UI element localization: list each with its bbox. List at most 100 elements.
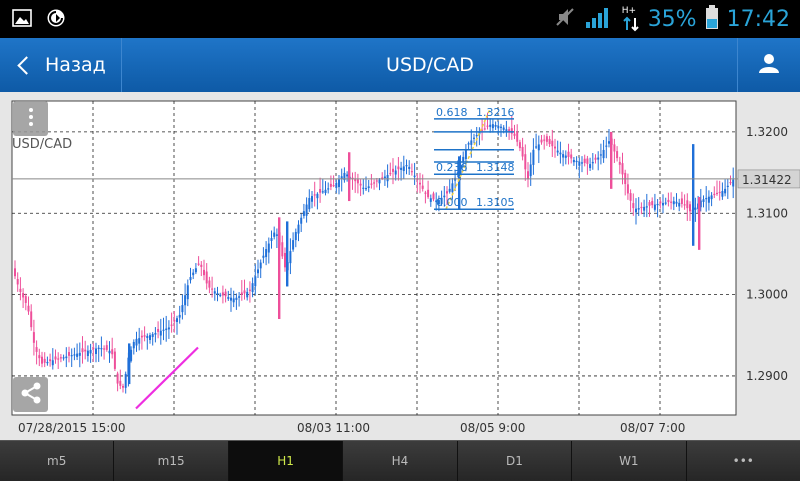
candle xyxy=(473,137,475,139)
candle xyxy=(76,353,79,357)
candle xyxy=(165,328,168,331)
chart-area[interactable]: 1.3200 1.3100 1.3000 1.2900 07/28/2015 15:00… xyxy=(0,92,800,440)
share-button[interactable] xyxy=(13,377,48,412)
candle xyxy=(591,161,594,164)
tab-more[interactable]: ••• xyxy=(686,441,800,481)
candle xyxy=(486,125,489,127)
candle xyxy=(19,288,22,292)
candle xyxy=(321,191,324,193)
x-tick-label: 07/28/2015 15:00 xyxy=(18,421,126,435)
candle xyxy=(440,197,443,204)
y-tick-label: 1.3100 xyxy=(746,206,788,220)
candle xyxy=(548,138,551,145)
candle xyxy=(491,124,494,129)
candle xyxy=(626,184,629,194)
candle xyxy=(508,129,511,132)
candle xyxy=(651,201,654,206)
candle xyxy=(459,164,462,176)
candle-spike xyxy=(698,196,701,250)
candle xyxy=(367,186,370,189)
candle xyxy=(713,193,716,196)
tab-m5[interactable]: m5 xyxy=(0,441,115,481)
candle xyxy=(429,198,432,202)
tab-w1[interactable]: W1 xyxy=(572,441,687,481)
candle xyxy=(140,335,143,338)
current-price-label: 1.31422 xyxy=(742,173,792,187)
candle xyxy=(597,157,600,160)
candle xyxy=(302,211,305,216)
fib-level-ratio: 0.236 xyxy=(436,161,468,174)
current-price-badge xyxy=(737,169,800,189)
candle xyxy=(524,154,527,170)
candle xyxy=(70,355,73,357)
candle xyxy=(359,183,362,186)
tab-h1[interactable]: H1 xyxy=(228,441,344,481)
candle xyxy=(89,349,92,354)
candle xyxy=(513,133,516,136)
candle xyxy=(726,185,729,188)
candle xyxy=(729,182,732,184)
candle xyxy=(540,139,543,143)
tab-h4[interactable]: H4 xyxy=(343,441,458,481)
candle xyxy=(194,268,197,273)
candle xyxy=(254,276,257,287)
candle xyxy=(173,319,176,322)
candle xyxy=(22,293,25,298)
fib-anchor-line[interactable] xyxy=(445,108,491,210)
candle xyxy=(311,196,313,202)
candle xyxy=(135,338,138,346)
tab-m15[interactable]: m15 xyxy=(114,441,229,481)
candle xyxy=(240,292,243,295)
candle xyxy=(383,176,386,179)
candle xyxy=(432,193,435,200)
price-chart[interactable]: 1.3200 1.3100 1.3000 1.2900 07/28/2015 15:00… xyxy=(0,92,800,440)
candle xyxy=(292,240,295,250)
candle xyxy=(78,352,81,356)
candle xyxy=(643,206,646,211)
candle xyxy=(532,149,535,165)
candle xyxy=(413,175,416,177)
candle xyxy=(159,330,162,336)
candle-spike xyxy=(692,144,695,246)
candle xyxy=(130,349,133,361)
candle xyxy=(521,146,524,157)
chart-menu-button[interactable] xyxy=(13,101,48,136)
fib-level-price: 1.3148 xyxy=(476,161,515,174)
candle xyxy=(689,204,691,212)
timeframe-tabs: m5 m15 H1 H4 D1 W1 ••• xyxy=(0,440,800,481)
candle xyxy=(16,279,19,285)
status-bar: H+ 35% 17:42 xyxy=(0,0,800,38)
candle xyxy=(718,191,721,194)
candle xyxy=(32,332,35,343)
candle xyxy=(483,128,486,130)
candle xyxy=(559,152,562,155)
candle xyxy=(184,295,187,306)
candle xyxy=(702,199,705,202)
candle xyxy=(664,202,667,204)
chevron-left-icon xyxy=(17,55,36,75)
candle xyxy=(670,201,673,203)
candle xyxy=(535,146,538,148)
account-button[interactable] xyxy=(737,38,800,92)
back-button[interactable]: Назад xyxy=(0,38,122,92)
candle xyxy=(273,232,276,237)
candle xyxy=(618,161,621,165)
candle xyxy=(205,271,208,284)
candle-spike xyxy=(348,152,351,202)
candle xyxy=(343,172,346,181)
candle xyxy=(62,357,65,359)
candle xyxy=(265,249,268,258)
candle xyxy=(505,129,508,132)
candle xyxy=(467,143,470,145)
candle xyxy=(119,380,122,386)
tab-d1[interactable]: D1 xyxy=(457,441,573,481)
trendline[interactable] xyxy=(135,346,199,410)
candle xyxy=(224,291,227,297)
candle xyxy=(672,201,675,205)
candle xyxy=(203,269,205,276)
candle xyxy=(316,193,319,199)
candle xyxy=(232,298,235,303)
candle xyxy=(564,155,567,158)
plot-area[interactable] xyxy=(11,100,737,416)
candle xyxy=(324,189,327,194)
